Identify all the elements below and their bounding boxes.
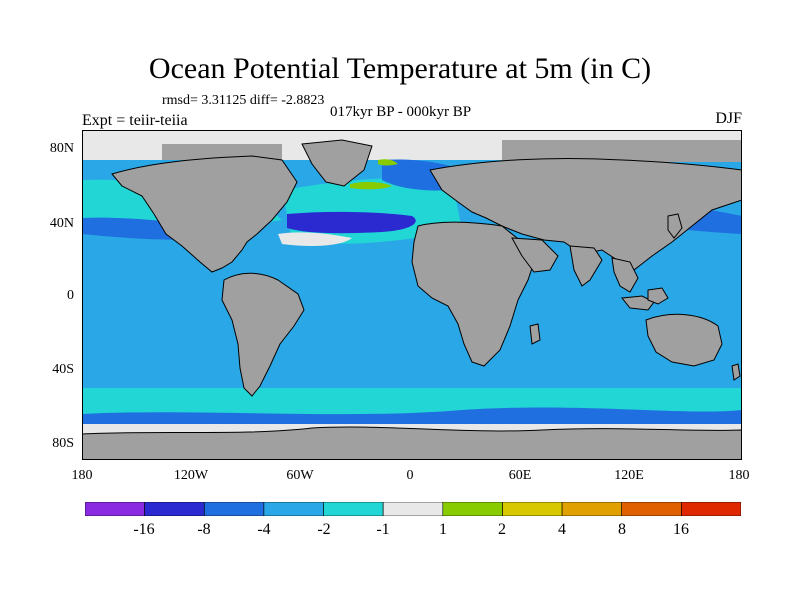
colorbar-label-1: -16 — [133, 521, 155, 538]
colorbar-label-9: 8 — [618, 521, 626, 538]
colorbar-bin-3 — [204, 502, 265, 516]
lon-label-0: 0 — [406, 468, 414, 483]
japan — [667, 213, 683, 239]
indonesia — [621, 295, 655, 311]
lon-label-180w: 180 — [71, 468, 93, 483]
colorbar-label-10: 16 — [673, 521, 689, 538]
colorbar-bin-9 — [561, 502, 623, 516]
warm-anomaly-2 — [378, 159, 398, 166]
greenland — [301, 139, 373, 187]
colorbar-label-3: -4 — [257, 521, 271, 538]
colorbar-bin-2 — [144, 502, 205, 516]
colorbar-label-4: -2 — [317, 521, 331, 538]
lon-label-120e: 120E — [614, 468, 644, 483]
madagascar — [529, 323, 541, 345]
lat-label-80s: 80S — [52, 436, 74, 451]
australia — [645, 313, 723, 367]
colorbar-label-8: 4 — [558, 521, 566, 538]
lon-label-60w: 60W — [286, 468, 314, 483]
lat-label-80n: 80N — [49, 141, 74, 156]
season-label: DJF — [715, 110, 742, 127]
lon-label-180e: 180 — [728, 468, 750, 483]
southern-cold-patch — [82, 407, 742, 428]
period-label: 017kyr BP - 000kyr BP — [330, 104, 472, 120]
colorbar-label-6: 1 — [439, 521, 447, 538]
colorbar-label-5: -1 — [376, 521, 390, 538]
experiment-label: Expt = teiir-teiia — [82, 112, 188, 129]
page-title: Ocean Potential Temperature at 5m (in C) — [148, 52, 652, 85]
stats-line: rmsd= 3.31125 diff= -2.8823 — [162, 93, 325, 108]
map-frame — [82, 130, 742, 460]
arctic-grey-2 — [502, 140, 742, 162]
eurasia — [429, 157, 742, 271]
north-america — [111, 155, 298, 273]
india — [569, 245, 603, 287]
colorbar-bin-6 — [382, 502, 444, 516]
colorbar-bin-8 — [502, 502, 563, 516]
south-america — [221, 272, 305, 397]
southeast-asia — [611, 257, 639, 293]
borneo — [647, 287, 669, 305]
colorbar-label-2: -8 — [197, 521, 211, 538]
new-zealand — [731, 363, 741, 381]
colorbar-bin-4 — [263, 502, 324, 516]
lat-label-40s: 40S — [52, 362, 74, 377]
north-atlantic-coldest — [287, 211, 416, 234]
colorbar-bin-10 — [621, 502, 682, 516]
lon-label-120w: 120W — [173, 468, 209, 483]
warm-anomaly-1 — [350, 181, 392, 190]
lat-label-40n: 40N — [49, 216, 74, 231]
colorbar-label-7: 2 — [498, 521, 506, 538]
colorbar-bin-7 — [442, 502, 503, 516]
colorbar-bin-11 — [681, 502, 741, 516]
colorbar-bin-5 — [323, 502, 384, 516]
arabia — [511, 237, 559, 273]
gulf-stream-ice — [278, 232, 352, 246]
colorbar-bin-1 — [85, 502, 145, 516]
lon-label-60e: 60E — [508, 468, 532, 483]
temperature-map — [82, 130, 742, 460]
antarctica — [82, 426, 742, 460]
colorbar — [85, 502, 741, 516]
lat-label-0: 0 — [67, 288, 74, 303]
